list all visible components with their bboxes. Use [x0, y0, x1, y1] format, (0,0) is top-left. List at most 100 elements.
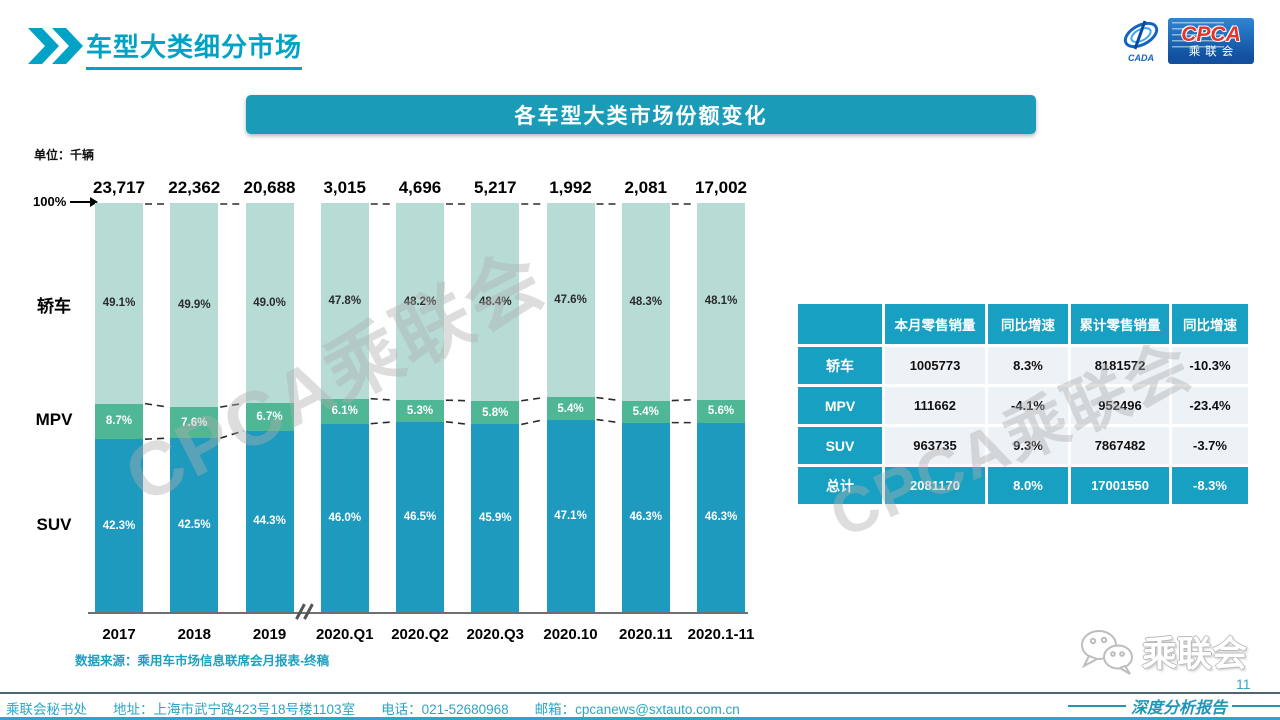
bar-segment-MPV: 5.6%	[697, 399, 745, 423]
page-number: 11	[1236, 676, 1251, 692]
footer-phone: 电话：021-52680968	[381, 702, 509, 717]
unit-label: 单位：千辆	[34, 148, 95, 162]
table-row: MPV 111662 -4.1% 952496 -23.4%	[798, 387, 1248, 424]
series-label-suv: SUV	[36, 515, 72, 534]
divider	[1068, 705, 1126, 707]
wechat-account-name: 乘联会	[1142, 635, 1248, 674]
segment-value-label: 42.5%	[177, 519, 211, 532]
table-cell: 8.3%	[988, 347, 1068, 384]
bar-segment-SUV: 44.3%	[245, 430, 294, 612]
table-header-cell: 累计零售销量	[1071, 304, 1169, 344]
segment-value-label: 6.7%	[256, 411, 283, 424]
x-axis-tick-label: 2020.11	[619, 626, 673, 643]
bar-column: 1,992 47.6% 5.4% 47.1% 2020.10	[543, 178, 597, 643]
bar-column: 23,717 49.1% 8.7% 42.3% 2017	[93, 178, 145, 643]
bar-column: 22,362 49.9% 7.6% 42.5% 2018	[168, 178, 220, 643]
segment-value-label: 48.1%	[704, 295, 738, 308]
bar-segment-SUV: 42.3%	[95, 439, 143, 612]
bar-segment-SUV: 42.5%	[170, 438, 219, 612]
bar-column: 2,081 48.3% 5.4% 46.3% 2020.11	[619, 178, 672, 643]
bar-segment-MPV: 6.7%	[245, 403, 294, 431]
data-source-note: 数据来源：乘用车市场信息联席会月报表-终稿	[75, 654, 330, 668]
x-axis-tick-label: 2017	[102, 626, 136, 643]
cpca-swoosh-icon: CADA	[1123, 20, 1159, 63]
cpca-logo: CADA CPCA 乘联会	[1118, 18, 1254, 64]
table-cell: 8181572	[1071, 347, 1169, 384]
segment-value-label: 47.8%	[328, 294, 362, 307]
table-cell: 963735	[885, 427, 985, 464]
table-cell: 17001550	[1071, 467, 1169, 504]
segment-value-label: 48.3%	[629, 295, 663, 308]
right-arrow-icon	[70, 196, 99, 207]
series-label-sedan: 轿车	[37, 297, 71, 316]
bar-segment-轿车: 49.1%	[95, 203, 143, 404]
cpca-logo-subtext: 乘联会	[1188, 45, 1239, 58]
bar-segment-SUV: 46.3%	[621, 422, 670, 612]
report-type-label: 深度分析报告	[1131, 700, 1228, 717]
bar-column: 4,696 48.2% 5.3% 46.5% 2020.Q2	[391, 178, 449, 643]
table-cell: 111662	[885, 387, 985, 424]
x-axis-tick-label: 2020.Q3	[466, 626, 525, 643]
bar-total-label: 23,717	[93, 178, 145, 197]
bar-segment-MPV: 5.8%	[471, 400, 520, 425]
segment-value-label: 47.6%	[554, 294, 587, 307]
footer-org: 乘联会秘书处	[6, 702, 87, 717]
bar-segment-轿车: 48.3%	[621, 203, 670, 401]
bar-column: 3,015 47.8% 6.1% 46.0% 2020.Q1	[316, 178, 374, 643]
segment-value-label: 5.6%	[707, 405, 735, 418]
footer-email[interactable]: 邮箱：cpcanews@sxtauto.com.cn	[534, 702, 740, 717]
segment-value-label: 6.1%	[331, 405, 358, 418]
bar-segment-SUV: 47.1%	[546, 419, 595, 612]
segment-value-label: 5.4%	[557, 402, 584, 415]
bar-total-label: 5,217	[473, 178, 517, 197]
divider	[1232, 705, 1280, 707]
table-header-cell: 同比增速	[988, 304, 1068, 344]
table-header-cell: 同比增速	[1172, 304, 1248, 344]
table-row-label: 总计	[798, 467, 882, 504]
cpca-logo-box: CPCA 乘联会	[1168, 18, 1254, 64]
bar-segment-SUV: 46.3%	[697, 422, 745, 612]
table-row-label: 轿车	[798, 347, 882, 384]
page-title: 车型大类细分市场	[86, 27, 303, 70]
segment-value-label: 45.9%	[478, 512, 512, 525]
table-cell: 1005773	[885, 347, 985, 384]
segment-value-label: 46.3%	[629, 511, 663, 524]
segment-value-label: 47.1%	[554, 509, 587, 522]
x-axis-tick-label: 2019	[252, 626, 287, 643]
double-chevron-icon	[28, 28, 86, 69]
table-cell: -10.3%	[1172, 347, 1248, 384]
table-cell: -23.4%	[1172, 387, 1248, 424]
bar-total-label: 17,002	[695, 178, 747, 197]
segment-value-label: 46.0%	[328, 511, 362, 524]
table-row-label: SUV	[798, 427, 882, 464]
bar-segment-轿车: 48.4%	[471, 203, 520, 401]
bar-segment-SUV: 45.9%	[471, 424, 520, 612]
table-row: 轿车 1005773 8.3% 8181572 -10.3%	[798, 347, 1248, 384]
segment-value-label: 49.9%	[177, 299, 211, 312]
bar-total-label: 1,992	[549, 178, 592, 197]
bar-total-label: 22,362	[168, 178, 221, 197]
sales-table: 本月零售销量 同比增速 累计零售销量 同比增速 轿车 1005773 8.3% 8181572…	[795, 301, 1251, 507]
table-row: 总计 2081170 8.0% 17001550 -8.3%	[798, 467, 1248, 504]
segment-value-label: 42.3%	[102, 519, 136, 532]
report-type-tag: 深度分析报告	[1068, 694, 1280, 718]
bar-segment-MPV: 7.6%	[170, 407, 219, 439]
bar-total-label: 3,015	[323, 178, 367, 197]
bar-column: 20,688 49.0% 6.7% 44.3% 2019	[244, 178, 296, 643]
segment-value-label: 44.3%	[253, 515, 286, 528]
x-axis-tick-label: 2020.1-11	[687, 626, 755, 643]
bar-segment-MPV: 8.7%	[95, 403, 143, 440]
bar-segment-MPV: 5.4%	[546, 397, 595, 420]
table-cell: 2081170	[885, 467, 985, 504]
x-axis-tick-label: 2018	[177, 626, 211, 643]
table-header-cell: 本月零售销量	[885, 304, 985, 344]
segment-value-label: 48.2%	[403, 295, 437, 308]
table-cell: -4.1%	[988, 387, 1068, 424]
bar-segment-MPV: 5.4%	[621, 400, 670, 423]
divider	[0, 717, 1280, 720]
axis-100pct-label: 100%	[33, 194, 99, 209]
bar-segment-轿车: 48.2%	[396, 203, 444, 401]
bar-total-label: 4,696	[398, 178, 442, 197]
segment-value-label: 5.8%	[482, 406, 509, 419]
